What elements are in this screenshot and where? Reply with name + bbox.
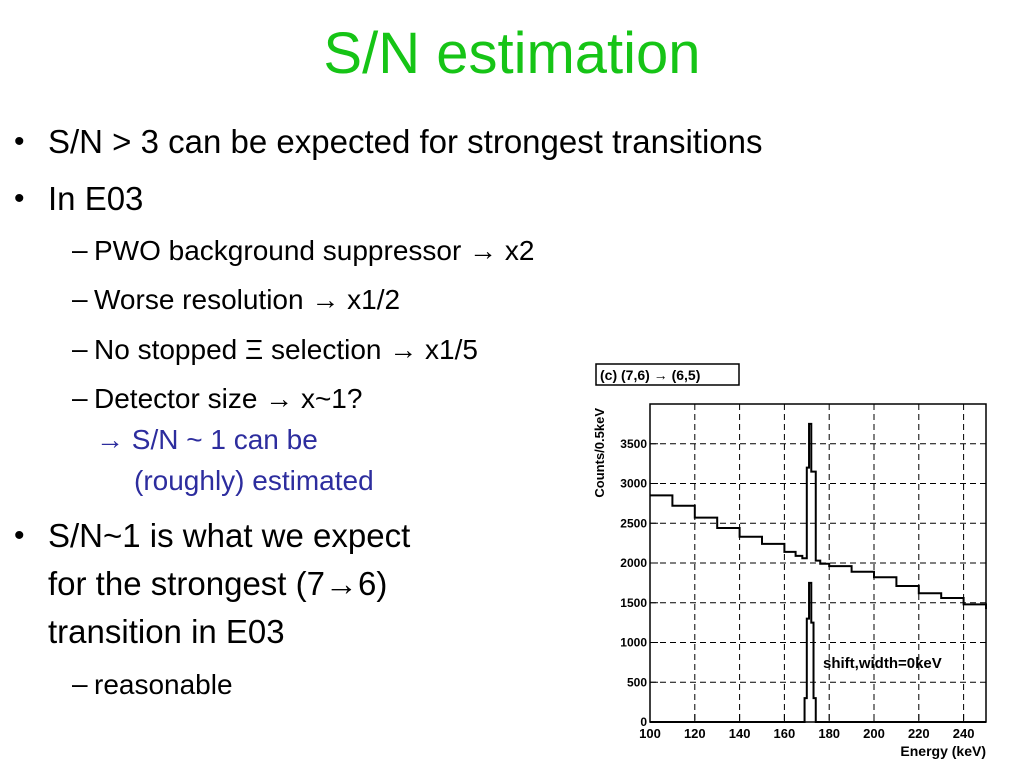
x-tick-label: 120 [684,726,706,741]
sub-item-resolution: Worse resolution → x1/2 [94,284,401,315]
y-tick-label: 1000 [620,636,647,650]
plot-frame [649,403,987,723]
y-tick-label: 500 [627,675,647,689]
y-tick-label: 2000 [620,556,647,570]
dash-marker: – [72,283,88,314]
sub-item-detector-size: Detector size → x~1? [94,383,363,414]
sub-item-xi-selection: No stopped Ξ selection → x1/5 [94,334,478,365]
y-axis-label: Counts/0.5keV [592,408,607,498]
x-tick-label: 160 [774,726,796,741]
dash-marker: – [72,382,88,413]
bullet3-line-2: for the strongest (7→6) [48,565,388,602]
chart-annotation: shift,width=0keV [823,655,942,672]
x-tick-label: 140 [729,726,751,741]
bullet-dot: • [14,125,25,158]
x-tick-label: 220 [908,726,930,741]
dash-marker: – [72,333,88,364]
y-tick-label: 2500 [620,516,647,530]
panel-label: (c) (7,6) → (6,5) [600,367,700,383]
bullet-in-e03: In E03 [48,180,144,217]
sub-item-reasonable: reasonable [94,669,233,700]
bullet-dot: • [14,182,25,215]
bullet-dot: • [14,519,25,552]
y-tick-label: 3500 [620,437,647,451]
spectrum-series-1 [650,422,987,610]
y-tick-label: 0 [640,715,647,729]
slide-title: S/N estimation [323,21,701,86]
x-tick-label: 240 [953,726,975,741]
x-tick-label: 100 [639,726,661,741]
y-tick-label: 3000 [620,477,647,491]
spectrum-chart: 100 120 140 160 180 200 220 240 0 500 1000 1500 2000… [592,363,987,759]
sub-item-pwo: PWO background suppressor → x2 [94,235,535,266]
panel-label-box [595,363,740,386]
conclusion-line-1: → S/N ~ 1 can be [96,424,318,455]
x-tick-label: 180 [818,726,840,741]
x-axis-label: Energy (keV) [900,743,986,759]
dash-marker: – [72,234,88,265]
bullet3-line-3: transition in E03 [48,613,285,650]
dash-marker: – [72,668,88,699]
bullet3-line-1: S/N~1 is what we expect [48,517,411,554]
y-tick-label: 1500 [620,596,647,610]
spectrum-series-2 [650,581,986,723]
conclusion-line-2: (roughly) estimated [134,465,374,496]
bullet-sn-expected: S/N > 3 can be expected for strongest tr… [48,123,763,160]
x-tick-label: 200 [863,726,885,741]
